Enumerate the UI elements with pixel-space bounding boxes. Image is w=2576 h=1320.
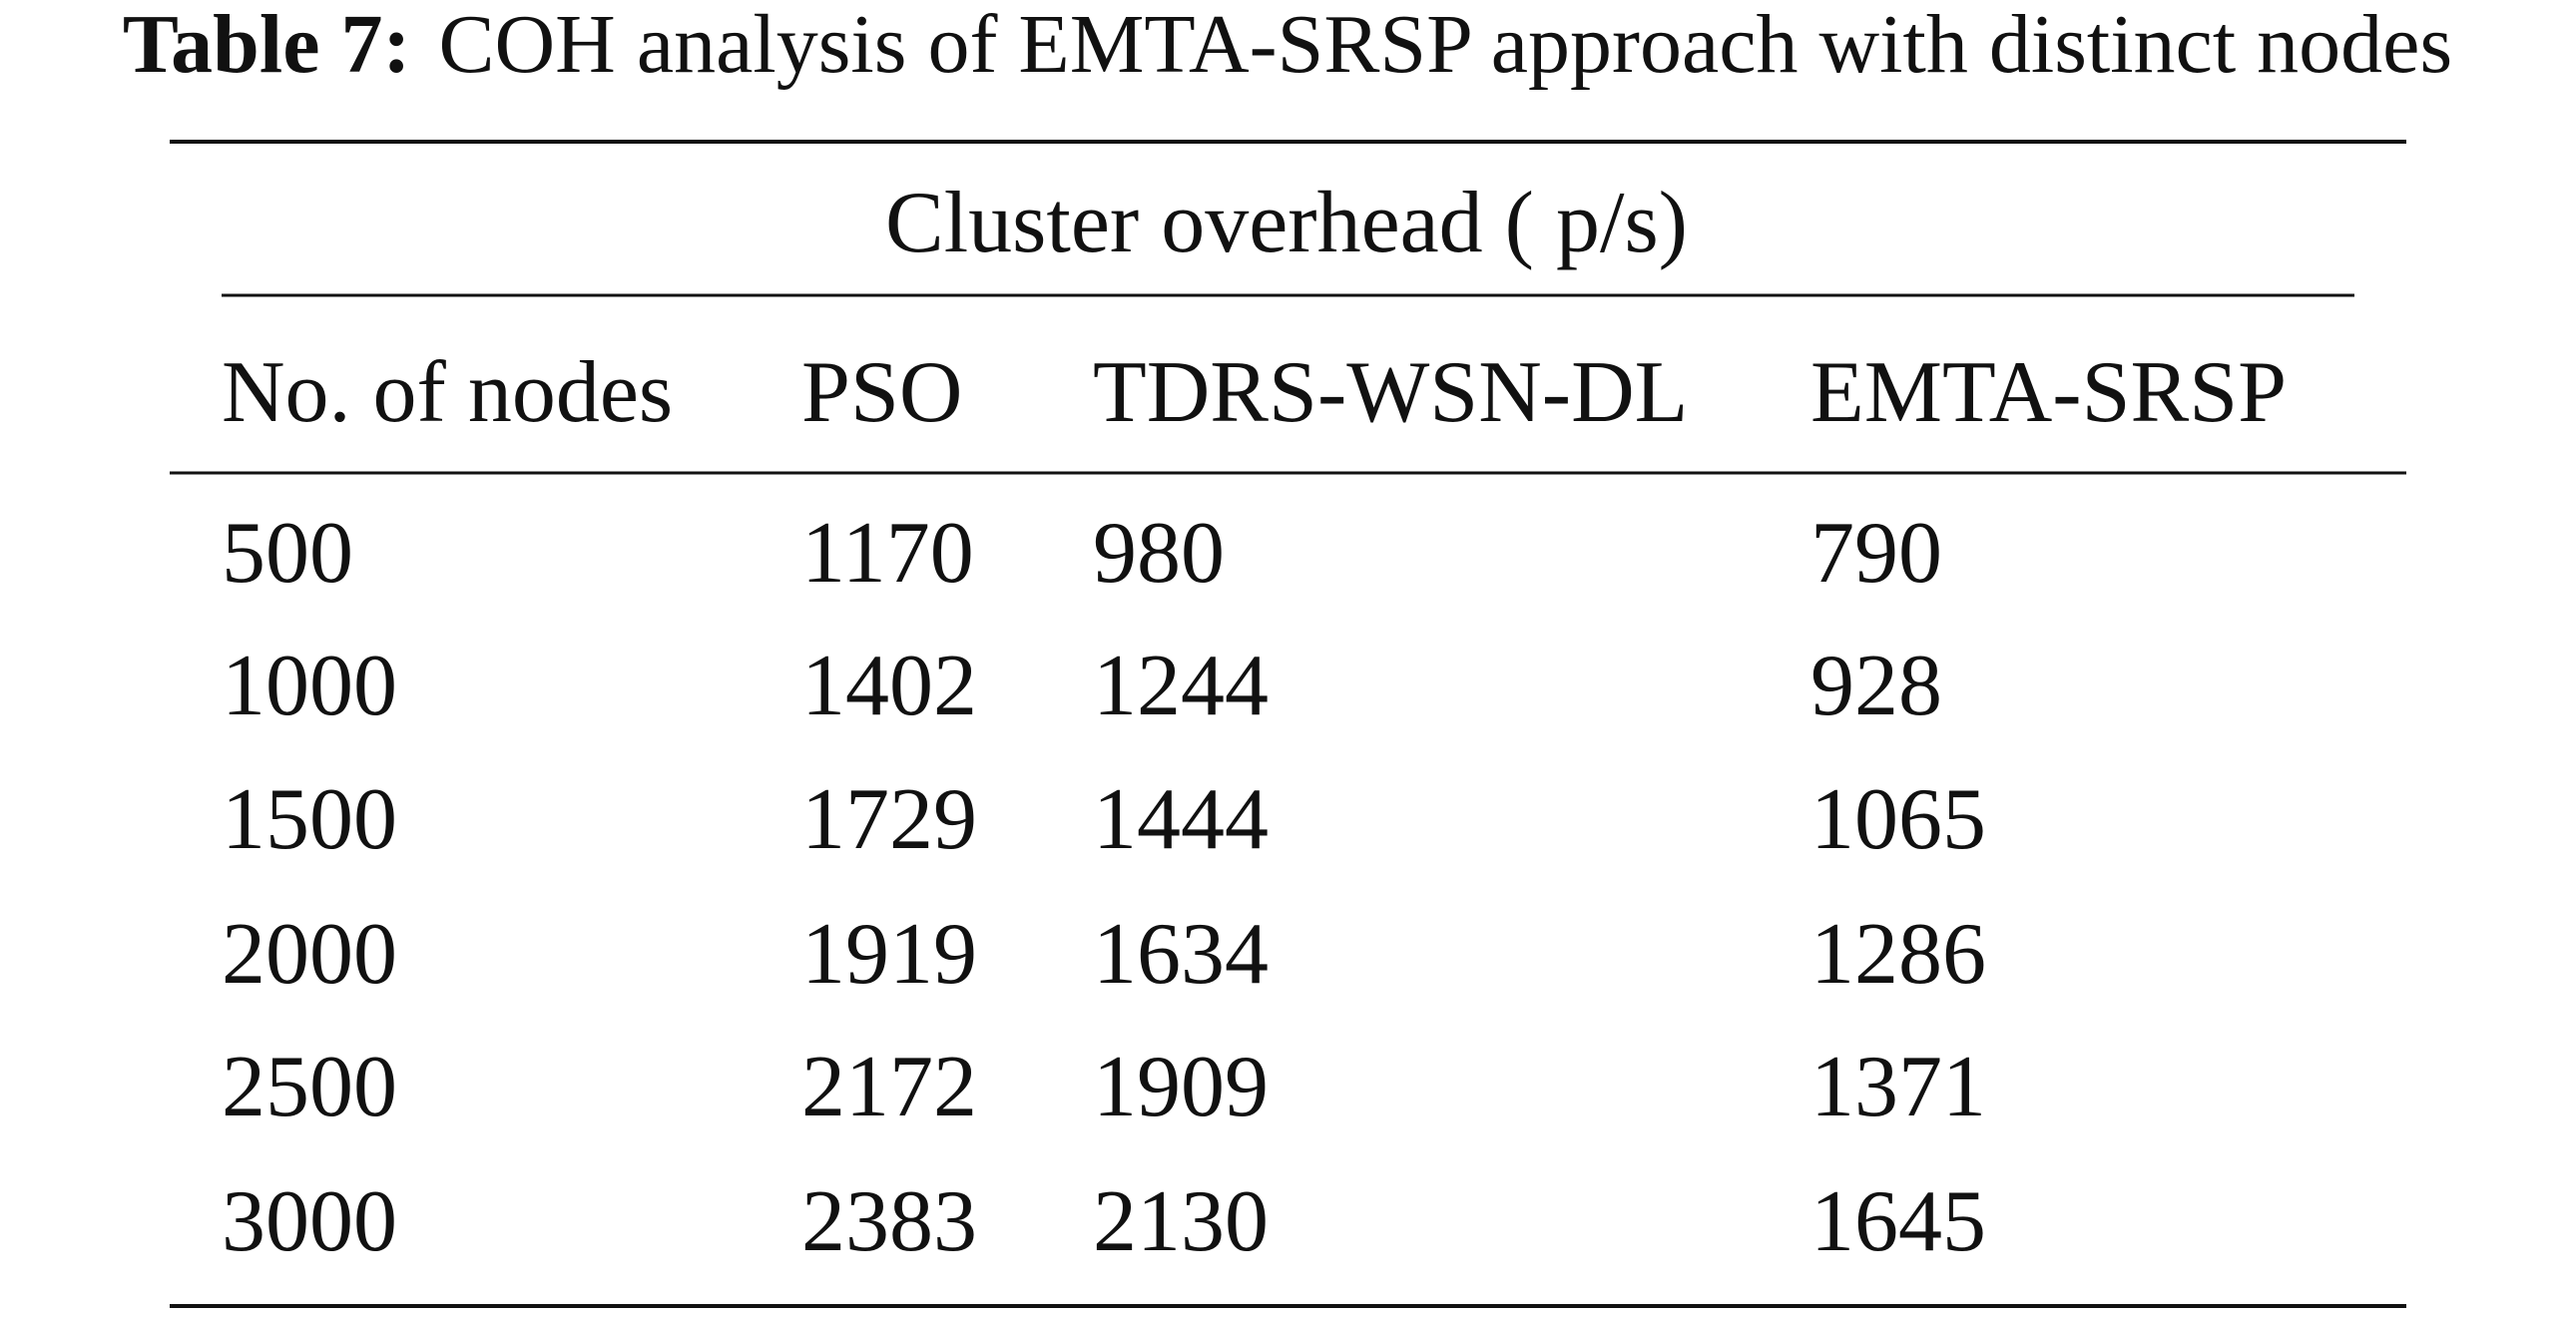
table-cell: 1909 (1093, 1039, 1269, 1135)
table-cell: 1634 (1093, 906, 1269, 1003)
table-cell: 2172 (801, 1039, 977, 1135)
table-cell: 1500 (222, 771, 397, 868)
group-header: Cluster overhead ( p/s) (885, 175, 1688, 271)
table-cell: 2130 (1093, 1173, 1269, 1270)
column-header: No. of nodes (222, 344, 673, 441)
table-cell: 1170 (801, 505, 974, 602)
table-cell: 2383 (801, 1173, 977, 1270)
table-cell: 1065 (1810, 771, 1986, 868)
column-header: PSO (801, 344, 962, 441)
table-cell: 2500 (222, 1039, 397, 1135)
table-cell: 980 (1093, 505, 1225, 602)
table-cell: 1919 (801, 906, 977, 1003)
table-cell: 1729 (801, 771, 977, 868)
table-cell: 1444 (1093, 771, 1269, 868)
column-header: TDRS-WSN-DL (1093, 344, 1688, 441)
table-cell: 500 (222, 505, 353, 602)
table-cell: 1371 (1810, 1039, 1986, 1135)
table-cell: 1402 (801, 638, 977, 734)
caption-label: Table 7: (123, 0, 411, 91)
table-cell: 790 (1810, 505, 1942, 602)
caption-text: COH analysis of EMTA-SRSP approach with … (438, 0, 2452, 91)
table-cell: 2000 (222, 906, 397, 1003)
column-header: EMTA-SRSP (1810, 344, 2287, 441)
table-cell: 1244 (1093, 638, 1269, 734)
table-cell: 1286 (1810, 906, 1986, 1003)
caption: Table 7: COH analysis of EMTA-SRSP approa… (123, 0, 2452, 91)
table-cell: 1645 (1810, 1173, 1986, 1270)
table-cell: 1000 (222, 638, 397, 734)
table-cell: 928 (1810, 638, 1942, 734)
table-cell: 3000 (222, 1173, 397, 1270)
